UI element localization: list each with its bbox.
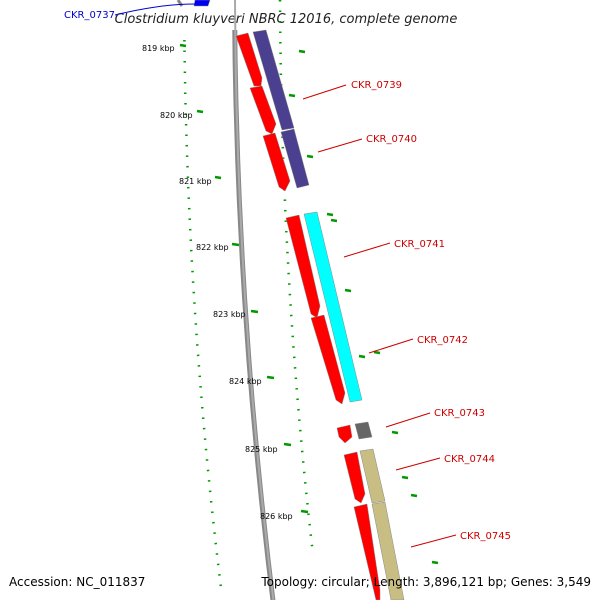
tick-group: 819 kbp 820 kbp 821 kbp 822 kbp 823 kbp 824 k…	[142, 0, 439, 591]
label-group: CKR_0737 CKR_0739 CKR_0740 CKR_0741 CKR_0742…	[64, 3, 511, 548]
gene-block-blue	[193, 0, 211, 7]
tick-mark-outer	[373, 350, 381, 355]
gene-leader-line	[368, 338, 414, 354]
tick-mark	[231, 242, 240, 247]
gene-block-cyan	[303, 211, 363, 403]
tick-label: 826 kbp	[260, 512, 293, 521]
gene-label-ckr-0737[interactable]: CKR_0737	[64, 10, 115, 21]
tick-mark-outer	[306, 154, 314, 159]
gene-label-ckr-0743[interactable]: CKR_0743	[434, 408, 485, 419]
gene-leader-line	[317, 138, 363, 153]
cds-arrow	[310, 314, 346, 405]
gene-label-ckr-0744[interactable]: CKR_0744	[444, 454, 495, 465]
gene-label-ckr-0745[interactable]: CKR_0745	[460, 531, 511, 542]
tick-label: 825 kbp	[245, 445, 278, 454]
gene-block-dark	[252, 29, 295, 131]
tick-mark-outer	[431, 560, 439, 565]
tick-mark-outer	[298, 49, 306, 54]
cds-arrow	[336, 424, 353, 444]
gene-label-ckr-0741[interactable]: CKR_0741	[394, 239, 445, 250]
gene-leader-line	[410, 534, 457, 548]
tick-mark-outer	[326, 212, 334, 217]
tick-mark	[250, 309, 259, 314]
topology-text: Topology: circular; Length: 3,896,121 bp…	[261, 575, 591, 589]
feature-edge	[176, 0, 184, 7]
tick-mark-outer	[358, 354, 366, 359]
accession-text: Accession: NC_011837	[9, 575, 146, 589]
map-title: Clostridium kluyveri NBRC 12016, complet…	[115, 12, 458, 27]
tick-mark-outer	[344, 288, 352, 293]
gene-block-khaki	[359, 448, 386, 504]
gene-block-dark	[280, 128, 310, 189]
tick-mark	[266, 375, 275, 380]
tick-mark-outer	[401, 475, 409, 480]
tick-mark	[179, 43, 187, 48]
cds-arrow	[343, 451, 366, 504]
tick-label: 822 kbp	[196, 243, 229, 252]
cds-arrow	[262, 132, 291, 192]
gene-leader-line	[395, 457, 441, 471]
backbone-group	[232, 0, 276, 600]
cds-arrow	[235, 32, 263, 87]
gene-leader-line	[114, 3, 196, 16]
gene-block-gray	[354, 421, 373, 440]
gene-label-ckr-0739[interactable]: CKR_0739	[351, 80, 402, 91]
tick-mark	[196, 109, 204, 114]
tick-mark-outer	[288, 93, 296, 98]
gene-leader-line	[302, 84, 347, 100]
tick-label: 820 kbp	[160, 111, 193, 120]
cds-arrow	[249, 85, 277, 135]
tick-mark	[214, 175, 222, 180]
cds-arrow	[353, 503, 381, 600]
tick-label: 821 kbp	[179, 177, 212, 186]
gene-leader-line	[343, 242, 391, 258]
tick-mark-outer	[391, 430, 399, 435]
gene-label-ckr-0742[interactable]: CKR_0742	[417, 335, 468, 346]
tick-label: 819 kbp	[142, 44, 175, 53]
gene-leader-line	[385, 412, 431, 428]
tick-mark-outer	[330, 218, 338, 223]
cds-arrow	[285, 214, 321, 319]
gene-label-ckr-0740[interactable]: CKR_0740	[366, 134, 417, 145]
tick-mark	[283, 442, 292, 447]
tick-mark-outer	[410, 493, 418, 498]
tick-mark	[300, 509, 309, 514]
tick-label: 823 kbp	[213, 310, 246, 319]
gene-block-khaki	[371, 501, 405, 600]
feature-group	[176, 0, 405, 600]
tick-label: 824 kbp	[229, 377, 262, 386]
